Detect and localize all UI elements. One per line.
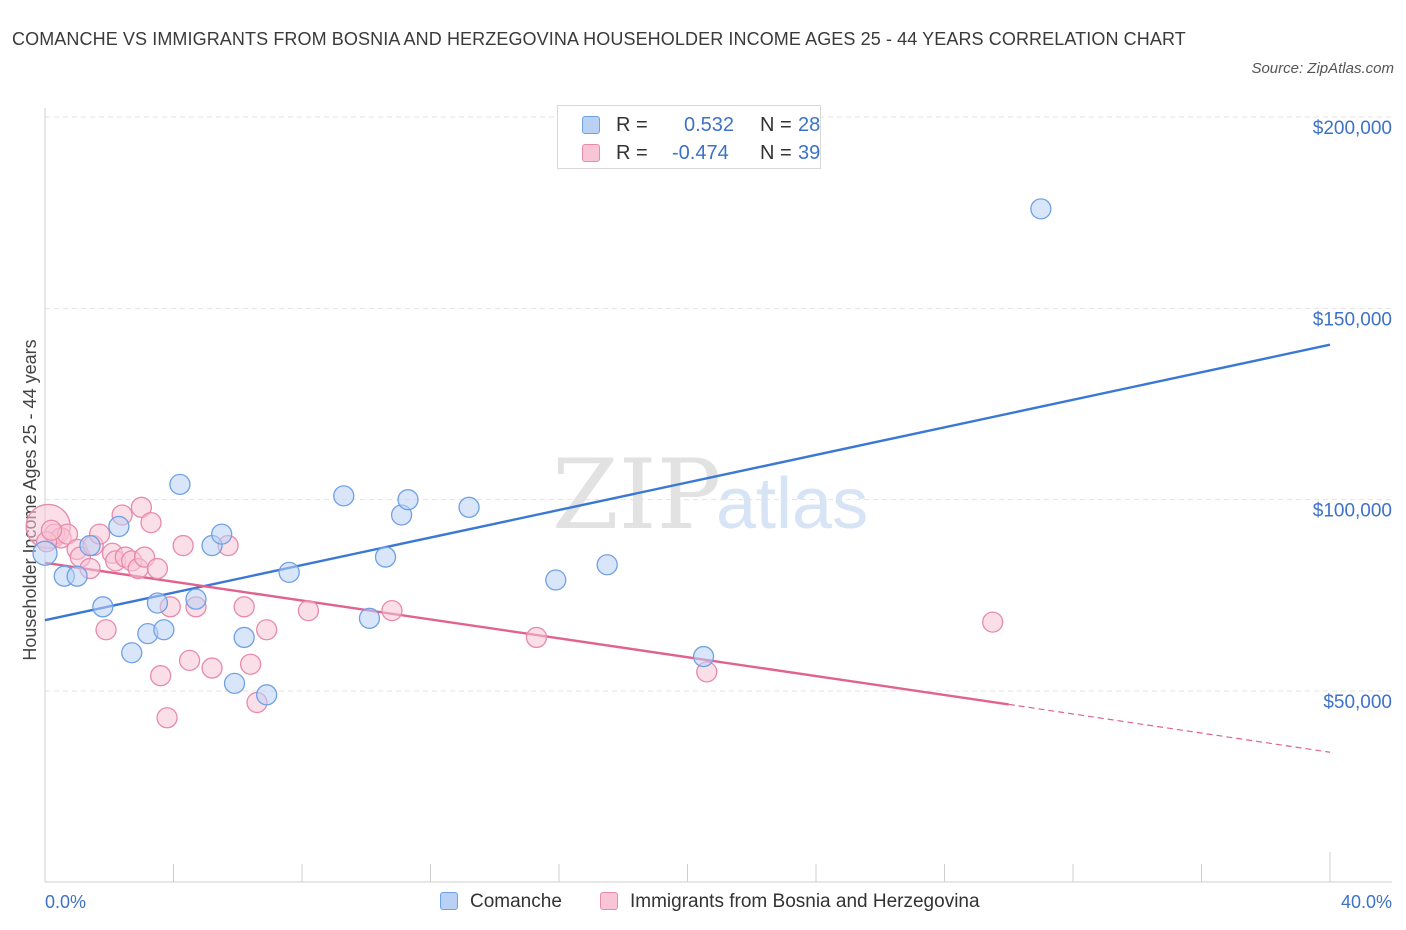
point-comanche xyxy=(92,596,114,618)
legend-n-label: N = xyxy=(760,142,792,164)
x-tick-label: 40.0% xyxy=(1341,892,1392,912)
point-comanche xyxy=(66,565,88,587)
x-tick-labels: 0.0% 40.0% xyxy=(45,892,1392,912)
legend-swatch-comanche xyxy=(440,892,458,910)
watermark-atlas: atlas xyxy=(716,464,868,544)
trend-line-bosnia-extension xyxy=(1008,703,1331,753)
point-bosnia xyxy=(239,653,262,675)
point-comanche xyxy=(458,496,480,518)
point-bosnia xyxy=(172,534,194,557)
legend-n-value: 39 xyxy=(798,142,821,164)
axes xyxy=(44,108,1392,883)
point-comanche xyxy=(32,540,58,566)
point-comanche xyxy=(374,546,397,568)
legend-label-comanche: Comanche xyxy=(470,891,562,912)
point-bosnia xyxy=(40,519,63,541)
point-comanche xyxy=(692,645,715,668)
legend-n-label: N = xyxy=(760,114,792,136)
y-tick-label: $50,000 xyxy=(1323,692,1392,713)
point-bosnia xyxy=(297,599,320,622)
y-axis-label: Householder Income Ages 25 - 44 years xyxy=(20,339,40,660)
legend-item-comanche: Comanche xyxy=(440,889,562,915)
legend-r-value: -0.474 xyxy=(672,142,729,164)
legend-swatch-bosnia xyxy=(582,144,600,162)
x-tick-label: 0.0% xyxy=(45,892,86,912)
point-comanche xyxy=(169,473,191,496)
point-bosnia xyxy=(140,511,162,534)
point-comanche xyxy=(223,672,246,694)
legend-label-bosnia: Immigrants from Bosnia and Herzegovina xyxy=(630,891,980,912)
point-bosnia xyxy=(525,626,548,649)
point-comanche xyxy=(211,523,233,545)
point-comanche xyxy=(146,592,169,614)
legend-n-value: 28 xyxy=(798,114,821,136)
data-points xyxy=(25,198,1052,729)
point-comanche xyxy=(233,626,255,649)
legend-item-bosnia: Immigrants from Bosnia and Herzegovina xyxy=(600,889,980,915)
y-tick-label: $150,000 xyxy=(1313,309,1392,330)
trend-line-comanche xyxy=(44,343,1331,622)
source-label: Source: ZipAtlas.com xyxy=(1251,60,1394,77)
point-bosnia xyxy=(178,649,201,672)
legend-swatch-bosnia xyxy=(600,892,618,910)
chart-title: COMANCHE VS IMMIGRANTS FROM BOSNIA AND H… xyxy=(12,29,1186,49)
legend-r-value: 0.532 xyxy=(684,114,735,136)
point-bosnia xyxy=(146,557,169,580)
point-bosnia xyxy=(982,611,1004,633)
point-bosnia xyxy=(381,599,403,622)
point-comanche xyxy=(185,588,207,610)
point-comanche xyxy=(108,515,130,538)
point-comanche xyxy=(1030,198,1052,220)
point-comanche xyxy=(545,569,567,591)
watermark-zip: ZIP xyxy=(552,439,721,551)
point-comanche xyxy=(79,534,101,557)
legend-r-label: R = xyxy=(616,142,648,164)
y-tick-labels: $50,000 $100,000 $150,000 $200,000 xyxy=(1313,118,1392,713)
point-bosnia xyxy=(95,619,117,641)
point-bosnia xyxy=(233,596,255,618)
correlation-legend: R = 0.532 N = 28 R = -0.474 N = 39 xyxy=(557,105,821,169)
point-bosnia xyxy=(156,707,178,729)
point-comanche xyxy=(278,561,300,584)
point-bosnia xyxy=(201,657,223,679)
legend-r-label: R = xyxy=(616,114,648,136)
y-tick-label: $100,000 xyxy=(1313,501,1392,522)
point-comanche xyxy=(596,554,618,576)
point-comanche xyxy=(397,489,419,511)
point-comanche xyxy=(153,619,175,641)
point-bosnia xyxy=(149,665,172,687)
series-legend: Comanche Immigrants from Bosnia and Herz… xyxy=(0,889,1406,915)
point-comanche xyxy=(358,607,381,629)
point-bosnia xyxy=(130,496,153,518)
legend-swatch-comanche xyxy=(582,116,600,134)
y-tick-label: $200,000 xyxy=(1313,118,1392,139)
point-comanche xyxy=(333,485,355,507)
point-comanche xyxy=(256,684,278,706)
point-bosnia xyxy=(256,619,278,641)
point-comanche xyxy=(121,642,143,664)
